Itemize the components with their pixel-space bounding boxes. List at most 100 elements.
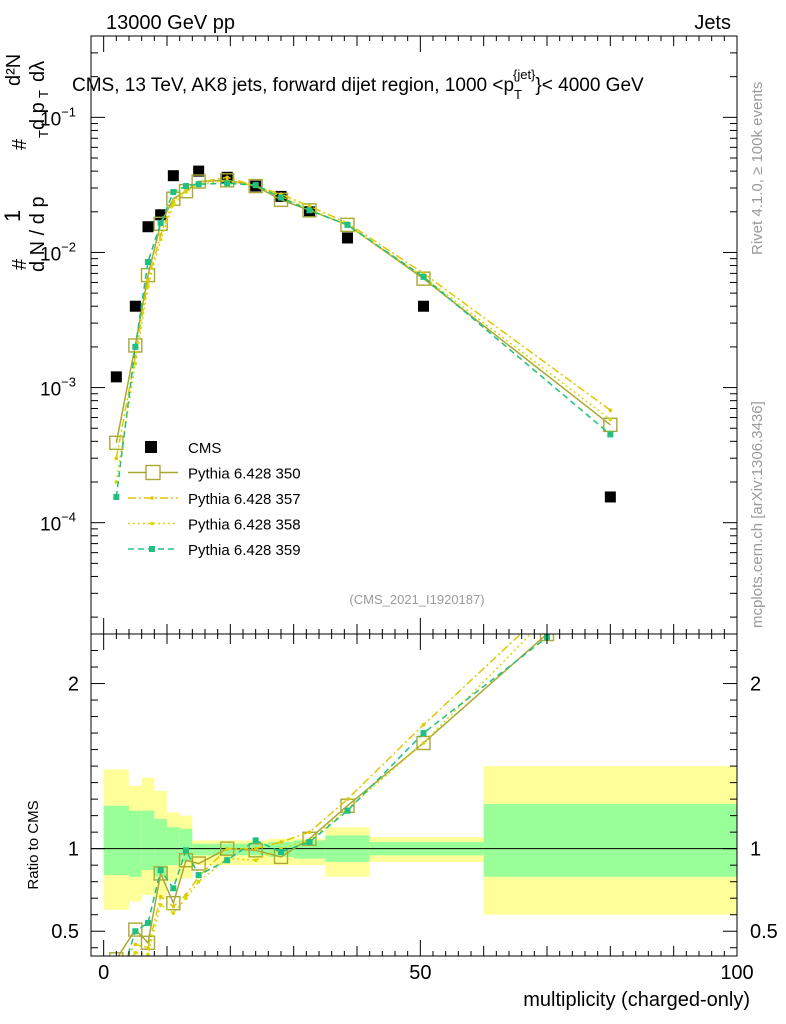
p357-ratio-marker: [421, 723, 426, 727]
p357-ratio-marker: [225, 846, 229, 851]
p358-marker: [146, 284, 150, 289]
p359-ratio-marker: [145, 919, 151, 926]
legend-label: Pythia 6.428 358: [188, 517, 301, 534]
p357-line: [115, 176, 611, 459]
p359-marker: [132, 343, 139, 350]
x-axis-label: multiplicity (charged-only): [523, 989, 750, 1011]
p350-marker: [219, 173, 235, 188]
svg-text:d N / d p: d N / d p: [27, 196, 49, 272]
p358-marker: [184, 190, 188, 194]
ratio-band-inner: [483, 804, 737, 877]
p359-marker: [157, 220, 164, 227]
cms-data-point: [110, 371, 122, 383]
p357-ratio-line: [126, 634, 522, 956]
p359-marker: [195, 181, 202, 188]
p350-line: [115, 179, 611, 443]
p359-ratio-marker: [132, 928, 139, 935]
cms-data-point: [129, 300, 141, 312]
ratio-y-tick-label-right: 0.5: [750, 921, 778, 943]
p359-ratio-marker: [224, 857, 231, 864]
p359-marker: [145, 258, 151, 265]
cms-data-point: [193, 165, 205, 177]
p357-ratio-marker: [307, 830, 312, 834]
p357-marker: [608, 408, 613, 412]
legend-label: Pythia 6.428 350: [188, 466, 301, 483]
svg-text:d p: d p: [27, 102, 49, 130]
p359-marker: [170, 189, 177, 196]
p358-ratio-marker: [196, 879, 201, 884]
legend-p358-marker: [150, 521, 154, 526]
p359-ratio-marker: [113, 989, 119, 995]
p359-marker: [113, 493, 120, 500]
p358-ratio-marker: [184, 896, 188, 901]
p350-marker: [340, 217, 355, 233]
p359-ratio-marker: [195, 872, 202, 879]
analysis-id-label: (CMS_2021_I1920187): [349, 592, 484, 607]
ratio-frame: [90, 633, 738, 957]
ratio-band-inner: [167, 827, 180, 866]
legend-p359-marker: [149, 546, 155, 552]
cms-data-point: [418, 300, 429, 312]
ratio-y-tick-label: 2: [68, 674, 79, 696]
svg-text:1: 1: [0, 210, 25, 222]
p358-ratio-marker: [421, 741, 426, 745]
p357-ratio-marker: [345, 797, 350, 801]
p350-marker: [302, 203, 317, 218]
ratio-band-inner: [141, 810, 155, 871]
cms-data-point: [167, 170, 179, 182]
svg-text:T: T: [36, 90, 51, 98]
p350-ratio-marker: [128, 922, 143, 937]
p359-ratio-marker: [344, 807, 351, 814]
ratio-band-inner: [179, 828, 193, 862]
p350-ratio-marker: [153, 866, 168, 881]
cms-data-point: [342, 232, 353, 244]
ratio-band-inner: [192, 843, 212, 856]
p357-ratio-marker: [158, 894, 163, 899]
p359-ratio-marker: [306, 839, 313, 846]
p358-marker: [114, 480, 119, 484]
p350-marker: [153, 216, 168, 231]
ratio-band-inner: [103, 805, 129, 876]
cms-data-point: [155, 209, 167, 221]
x-tick-label: 0: [98, 962, 109, 984]
svg-text:dλ: dλ: [27, 61, 49, 82]
p359-marker: [183, 183, 189, 190]
x-tick-label: 100: [720, 962, 753, 984]
p350-ratio-marker: [416, 735, 431, 751]
p350-ratio-marker: [248, 843, 263, 858]
p357-ratio-marker: [133, 942, 138, 947]
p359-line: [115, 182, 611, 498]
p359-marker: [278, 194, 284, 201]
p357-marker: [146, 278, 150, 283]
p359-marker: [224, 180, 231, 187]
main-y-axis-label: # 1 d N / d p T # d p T dλ d²N: [0, 54, 51, 272]
p359-ratio-marker: [420, 730, 427, 737]
cms-data-point: [142, 221, 154, 233]
legend-p350-marker: [145, 464, 161, 481]
ratio-y-tick-label: 1: [68, 839, 79, 861]
p359-ratio-marker: [183, 847, 189, 854]
p350-ratio-marker: [166, 895, 181, 911]
mcplots-credit-label: mcplots.cern.ch [arXiv:1306.3436]: [749, 401, 766, 628]
p358-marker: [608, 417, 613, 422]
svg-text:#: #: [9, 258, 31, 270]
p358-marker: [171, 203, 176, 207]
main-y-tick-label: 10−2: [40, 239, 76, 265]
p359-marker: [607, 431, 614, 438]
rivet-version-label: Rivet 4.1.0, ≥ 100k events: [749, 82, 766, 255]
svg-text:T: T: [36, 130, 51, 138]
p357-marker: [114, 456, 119, 461]
p350-marker: [248, 178, 263, 194]
main-series-group: [109, 165, 618, 503]
ratio-y-tick-label: 0.5: [51, 921, 79, 943]
p358-ratio-marker: [133, 950, 138, 955]
ratio-band-inner: [154, 818, 167, 877]
svg-text:d²N: d²N: [3, 54, 25, 86]
p358-ratio-marker: [253, 858, 258, 863]
p359-marker: [344, 221, 351, 228]
header-energy-label: 13000 GeV pp: [106, 12, 235, 34]
legend: CMS Pythia 6.428 350 Pythia 6.428 357 Pythi…: [128, 440, 301, 559]
p357-ratio-marker: [545, 607, 549, 611]
p359-marker: [252, 182, 259, 189]
main-y-tick-label: 10−3: [40, 375, 76, 401]
